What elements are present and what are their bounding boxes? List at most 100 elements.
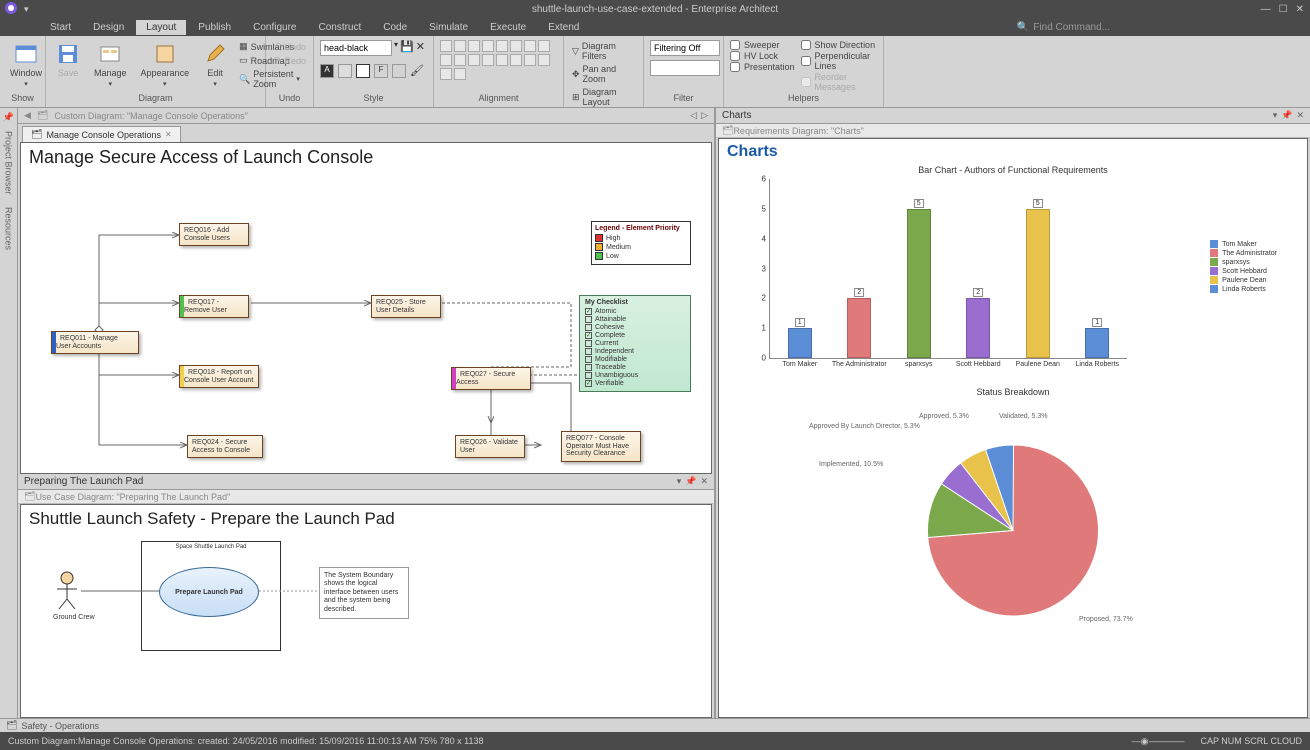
hvlock-check[interactable]: HV Lock [730, 51, 795, 61]
ribbon-tab-layout[interactable]: Layout [136, 20, 186, 35]
align-button[interactable] [468, 40, 480, 52]
dropdown-icon[interactable]: ▾ [677, 476, 682, 487]
fill-swatch[interactable] [338, 64, 352, 78]
charts-pane[interactable]: Charts Bar Chart - Authors of Functional… [718, 138, 1308, 718]
brush-icon[interactable]: 🖌 [410, 64, 424, 78]
undo-button[interactable]: ↶Undo [272, 40, 308, 53]
req-box[interactable]: REQ018 - Report on Console User Account [179, 365, 259, 388]
align-button[interactable] [496, 54, 508, 66]
minimize-icon[interactable]: — [1261, 4, 1271, 15]
req-box[interactable]: REQ016 - Add Console Users [179, 223, 249, 246]
checklist-item[interactable]: Traceable [585, 364, 685, 371]
edit-button[interactable]: Edit▾ [199, 40, 231, 90]
req-box[interactable]: REQ011 - Manage User Accounts [51, 331, 139, 354]
pin-icon[interactable]: 📌 [685, 476, 696, 487]
align-button[interactable] [524, 40, 536, 52]
zoom-slider[interactable]: —◉———— [1132, 736, 1185, 747]
align-button[interactable] [454, 68, 466, 80]
align-button[interactable] [454, 40, 466, 52]
pan-zoom-button[interactable]: ✥Pan and Zoom [570, 63, 637, 85]
ribbon-tab-code[interactable]: Code [373, 20, 417, 35]
style-del-icon[interactable]: ✕ [416, 40, 425, 56]
req-box[interactable]: REQ027 - Secure Access [451, 367, 531, 390]
bar: 5 [907, 209, 931, 358]
save-button[interactable]: Save [52, 40, 84, 80]
checklist-item[interactable]: ✓Verifiable [585, 380, 685, 387]
usecase-oval[interactable]: Prepare Launch Pad [159, 567, 259, 617]
align-button[interactable] [510, 54, 522, 66]
ribbon-tab-construct[interactable]: Construct [308, 20, 371, 35]
usecase-diagram-pane[interactable]: Shuttle Launch Safety - Prepare the Laun… [20, 504, 712, 718]
diagram-layout-button[interactable]: ⊞Diagram Layout [570, 86, 637, 108]
checklist-item[interactable]: ✓Complete [585, 332, 685, 339]
filter-combo[interactable] [650, 40, 720, 56]
perp-check[interactable]: Perpendicular Lines [801, 51, 877, 71]
align-button[interactable] [496, 40, 508, 52]
align-button[interactable] [440, 40, 452, 52]
checklist-item[interactable]: Unambiguous [585, 372, 685, 379]
appearance-button[interactable]: Appearance▾ [137, 40, 194, 90]
req-box[interactable]: REQ017 - Remove User [179, 295, 249, 318]
resources-tab[interactable]: Resources [3, 203, 15, 254]
ribbon-tab-execute[interactable]: Execute [480, 20, 536, 35]
nav-right-icon[interactable]: ▷ [701, 110, 708, 121]
requirements-diagram-pane[interactable]: Manage Secure Access of Launch Console [20, 142, 712, 474]
align-button[interactable] [538, 54, 550, 66]
line-swatch[interactable] [356, 64, 370, 78]
req-box[interactable]: REQ026 - Validate User [455, 435, 525, 458]
checklist-box[interactable]: My Checklist ✓AtomicAttainableCohesive✓C… [579, 295, 691, 392]
checklist-item[interactable]: Attainable [585, 316, 685, 323]
back-icon[interactable]: ◀ [24, 110, 31, 121]
nav-left-icon[interactable]: ◁ [690, 110, 697, 121]
align-button[interactable] [440, 68, 452, 80]
style-save-icon[interactable]: 💾 [400, 40, 414, 56]
note-box[interactable]: The System Boundary shows the logical in… [319, 567, 409, 619]
align-button[interactable] [510, 40, 522, 52]
reorder-check[interactable]: Reorder Messages [801, 72, 877, 92]
ribbon-tab-extend[interactable]: Extend [538, 20, 589, 35]
style-combo[interactable] [320, 40, 392, 56]
tab-close-icon[interactable]: ✕ [165, 130, 172, 139]
ribbon-tab-publish[interactable]: Publish [188, 20, 241, 35]
close-icon[interactable]: ✕ [1296, 4, 1304, 15]
doc-tab[interactable]: 🗂 Manage Console Operations ✕ [22, 126, 181, 142]
project-browser-tab[interactable]: Project Browser [3, 127, 15, 199]
align-button[interactable] [538, 40, 550, 52]
align-button[interactable] [454, 54, 466, 66]
manage-button[interactable]: Manage▾ [90, 40, 131, 90]
align-button[interactable] [440, 54, 452, 66]
maximize-icon[interactable]: ☐ [1279, 4, 1288, 15]
font-color-swatch[interactable]: A [320, 64, 334, 78]
ribbon-tab-start[interactable]: Start [40, 20, 81, 35]
checklist-item[interactable]: Independent [585, 348, 685, 355]
align-button[interactable] [524, 54, 536, 66]
align-button[interactable] [468, 54, 480, 66]
redo-button[interactable]: ↷Redo [272, 54, 308, 67]
req-box[interactable]: REQ077 - Console Operator Must Have Secu… [561, 431, 641, 462]
filter-value-combo[interactable] [650, 60, 720, 76]
diagram-filters-button[interactable]: ▽Diagram Filters [570, 40, 637, 62]
bar: 2 [966, 298, 990, 358]
showdir-check[interactable]: Show Direction [801, 40, 877, 50]
ribbon-tab-design[interactable]: Design [83, 20, 134, 35]
close-pane-icon[interactable]: ✕ [1296, 110, 1304, 121]
checklist-item[interactable]: Current [585, 340, 685, 347]
font-swatch[interactable]: F [374, 64, 388, 78]
close-pane-icon[interactable]: ✕ [700, 476, 708, 487]
req-box[interactable]: REQ024 - Secure Access to Console [187, 435, 263, 458]
pin-icon[interactable]: 📌 [1281, 110, 1292, 121]
checklist-item[interactable]: Cohesive [585, 324, 685, 331]
req-box[interactable]: REQ025 - Store User Details [371, 295, 441, 318]
checklist-item[interactable]: ✓Atomic [585, 308, 685, 315]
align-button[interactable] [482, 40, 494, 52]
sweeper-check[interactable]: Sweeper [730, 40, 795, 50]
checklist-item[interactable]: Modifiable [585, 356, 685, 363]
window-button[interactable]: Window ▾ [6, 40, 46, 90]
ribbon-tab-simulate[interactable]: Simulate [419, 20, 478, 35]
align-button[interactable] [482, 54, 494, 66]
ribbon-tab-configure[interactable]: Configure [243, 20, 306, 35]
border-swatch[interactable] [392, 64, 406, 78]
dropdown-icon[interactable]: ▾ [1273, 110, 1278, 121]
presentation-check[interactable]: Presentation [730, 62, 795, 72]
actor[interactable]: Ground Crew [53, 571, 95, 621]
